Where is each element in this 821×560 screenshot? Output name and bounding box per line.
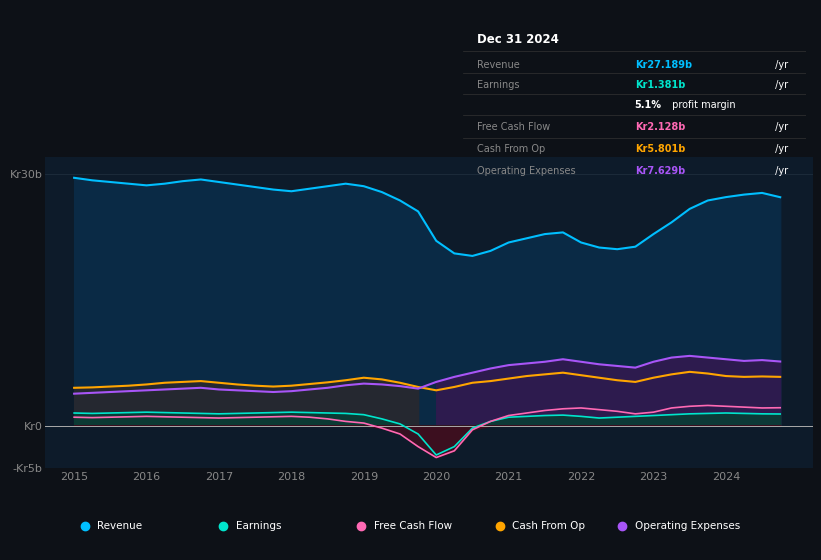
Text: Revenue: Revenue (98, 521, 143, 531)
Text: Dec 31 2024: Dec 31 2024 (477, 33, 558, 46)
Text: /yr: /yr (772, 144, 788, 154)
Text: /yr: /yr (772, 60, 788, 70)
Text: Cash From Op: Cash From Op (511, 521, 585, 531)
Text: Revenue: Revenue (477, 60, 520, 70)
Text: Earnings: Earnings (477, 80, 519, 90)
Text: Earnings: Earnings (236, 521, 281, 531)
Text: profit margin: profit margin (669, 100, 736, 110)
Text: Operating Expenses: Operating Expenses (635, 521, 740, 531)
Text: Kr1.381b: Kr1.381b (635, 80, 685, 90)
Text: /yr: /yr (772, 166, 788, 176)
Text: Kr5.801b: Kr5.801b (635, 144, 685, 154)
Text: /yr: /yr (772, 80, 788, 90)
Text: Free Cash Flow: Free Cash Flow (477, 123, 550, 133)
Text: 5.1%: 5.1% (635, 100, 662, 110)
Text: Operating Expenses: Operating Expenses (477, 166, 576, 176)
Text: Cash From Op: Cash From Op (477, 144, 545, 154)
Text: Kr7.629b: Kr7.629b (635, 166, 685, 176)
Text: /yr: /yr (772, 123, 788, 133)
Text: Free Cash Flow: Free Cash Flow (374, 521, 452, 531)
Text: Kr27.189b: Kr27.189b (635, 60, 692, 70)
Text: Kr2.128b: Kr2.128b (635, 123, 685, 133)
